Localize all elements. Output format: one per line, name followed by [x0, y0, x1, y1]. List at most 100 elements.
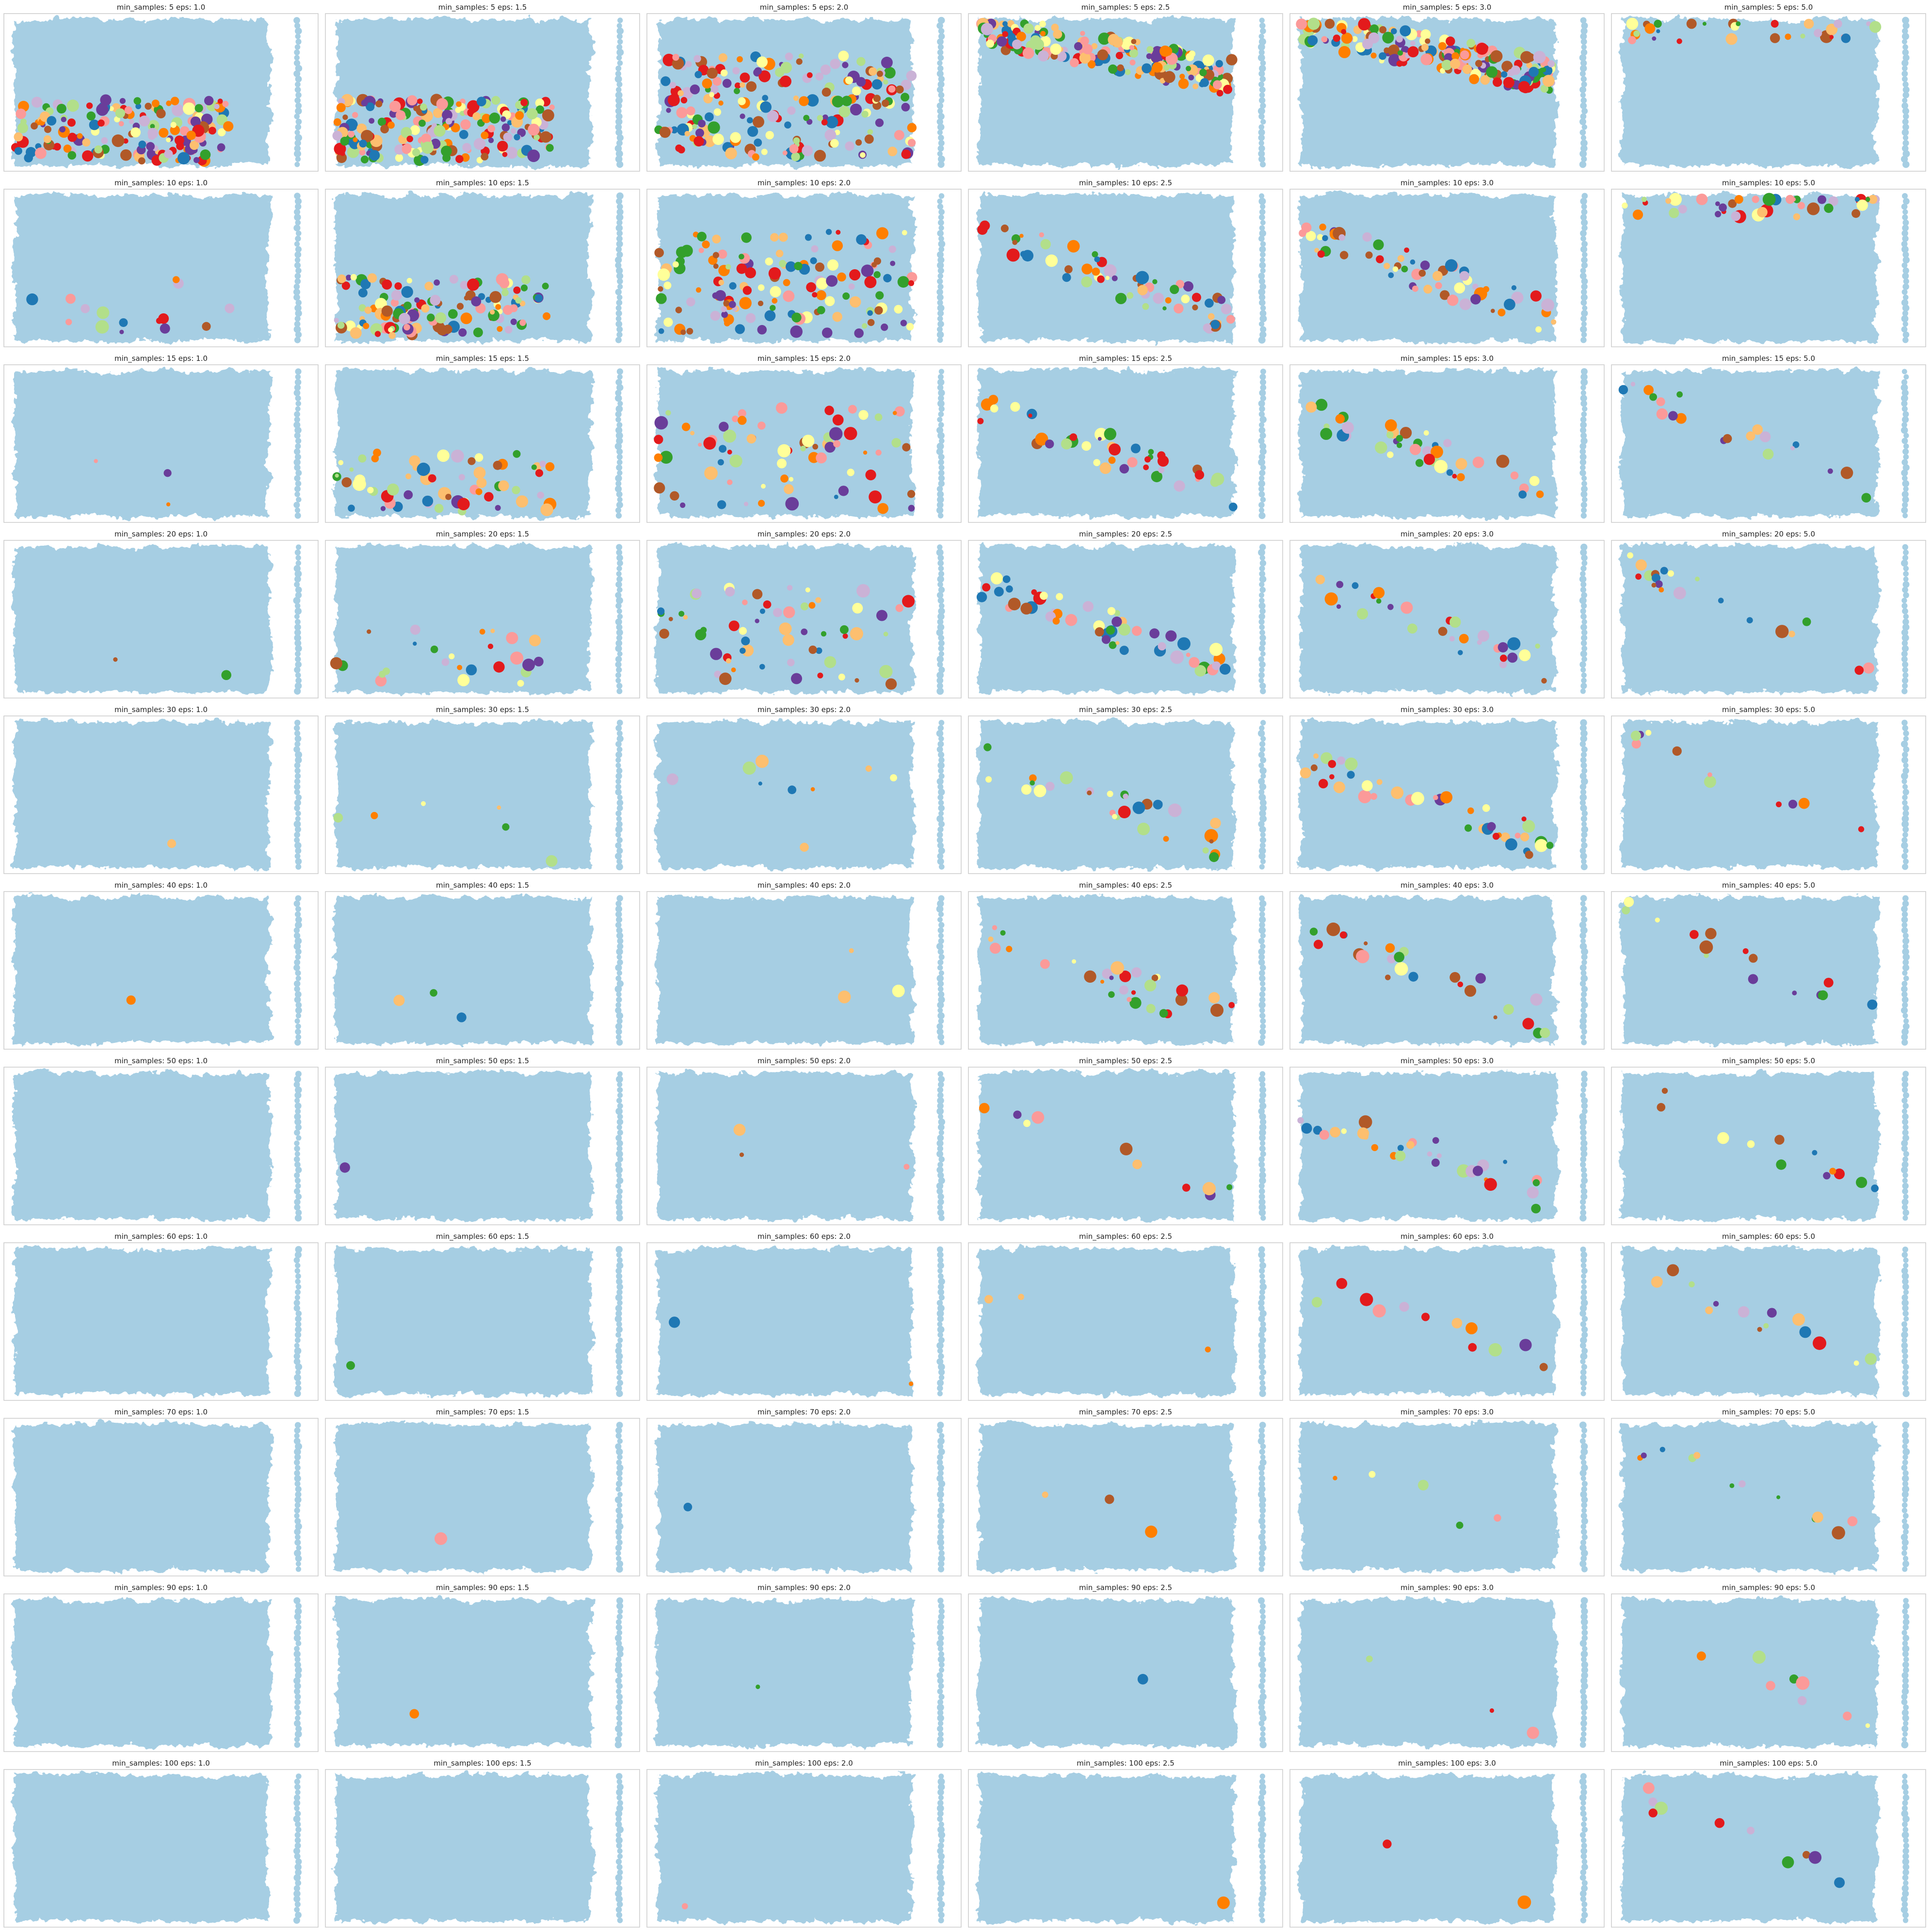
noise-point	[938, 480, 945, 487]
noise-point	[295, 299, 302, 306]
noise-point	[1901, 1672, 1909, 1679]
noise-point	[1580, 1007, 1586, 1013]
noise-point	[937, 283, 944, 290]
cluster-point	[339, 1162, 350, 1173]
noise-point	[1580, 1805, 1586, 1811]
noise-point	[1258, 197, 1266, 205]
noise-point	[615, 810, 622, 817]
noise-point	[616, 1075, 623, 1083]
cluster-point	[1387, 451, 1394, 458]
subplot-title: min_samples: 5 eps: 3.0	[1403, 3, 1492, 12]
noise-point	[1580, 1034, 1586, 1040]
noise-point	[938, 645, 944, 652]
noise-point	[1901, 986, 1908, 992]
noise-point	[1258, 916, 1266, 924]
cluster-point	[707, 67, 718, 79]
cluster-point	[1452, 473, 1457, 479]
cluster-point	[1192, 83, 1199, 90]
noise-point	[294, 241, 300, 247]
cluster-point	[1328, 760, 1336, 768]
noise-point	[1580, 422, 1587, 428]
noise-point	[1580, 1491, 1587, 1498]
subplot-title: min_samples: 70 eps: 1.5	[436, 1408, 529, 1417]
noise-point	[615, 1166, 623, 1174]
noise-point	[1579, 1890, 1587, 1897]
noise-point	[1258, 1566, 1265, 1572]
cluster-point	[1040, 591, 1048, 600]
cluster-point	[1052, 617, 1060, 625]
noise-point	[615, 1518, 622, 1525]
cluster-point	[1101, 635, 1111, 644]
noise-point	[617, 1699, 623, 1705]
cluster-point	[1194, 470, 1205, 480]
noise-point	[295, 895, 302, 902]
cluster-point	[703, 437, 716, 450]
noise-point	[1259, 416, 1267, 423]
cluster-point	[780, 62, 792, 74]
noise-point	[938, 389, 945, 397]
cluster-point	[1423, 454, 1435, 465]
cluster-point	[902, 443, 911, 452]
cluster-point	[1006, 945, 1013, 953]
cluster-point	[732, 415, 739, 422]
cluster-point	[1526, 62, 1532, 68]
subplot-title: min_samples: 30 eps: 3.0	[1401, 705, 1494, 714]
noise-point	[1259, 991, 1266, 998]
noise-point	[1580, 682, 1587, 689]
noise-point	[1580, 268, 1586, 274]
cluster-point	[730, 132, 741, 143]
noise-point	[937, 1906, 944, 1913]
cluster-point	[1645, 730, 1652, 736]
noise-point	[1258, 602, 1266, 610]
cluster-point	[65, 319, 72, 325]
subplot: min_samples: 50 eps: 2.5	[968, 1056, 1283, 1225]
noise-point	[1900, 426, 1908, 434]
noise-point	[1259, 229, 1266, 237]
cluster-point	[725, 586, 735, 597]
cluster-point	[1040, 31, 1046, 36]
noise-point	[938, 240, 946, 248]
noise-point	[1258, 1826, 1265, 1833]
noise-point	[1258, 475, 1265, 481]
cluster-point	[811, 245, 819, 253]
subplot: min_samples: 15 eps: 5.0	[1611, 354, 1926, 523]
noise-point	[294, 315, 301, 322]
noise-point	[938, 1545, 944, 1551]
cluster-point	[764, 310, 776, 322]
noise-point	[615, 485, 622, 493]
noise-point	[294, 1331, 302, 1338]
subplot: min_samples: 10 eps: 5.0	[1611, 179, 1926, 347]
cluster-point	[671, 126, 678, 134]
cluster-point	[856, 584, 870, 598]
noise-point	[615, 432, 623, 439]
noise-point	[1902, 1821, 1908, 1827]
noise-point	[1258, 1315, 1265, 1323]
noise-point	[1259, 310, 1267, 317]
noise-point	[1902, 1448, 1910, 1456]
noise-point	[1580, 778, 1588, 785]
noise-point	[936, 1672, 943, 1679]
noise-point	[1901, 1299, 1909, 1307]
noise-point	[938, 1831, 946, 1839]
noise-point	[1260, 119, 1266, 125]
cluster-point	[1420, 260, 1430, 270]
cluster-point	[791, 312, 802, 323]
noise-point	[1259, 92, 1265, 98]
cluster-point	[1476, 43, 1488, 55]
noise-point	[1580, 1336, 1587, 1344]
cluster-point	[120, 149, 132, 161]
noise-point	[293, 1634, 301, 1642]
cluster-point	[876, 227, 888, 240]
noise-point	[937, 1842, 944, 1849]
cluster-point	[1752, 424, 1763, 435]
noise-point	[1259, 1773, 1265, 1779]
cluster-point	[26, 293, 38, 306]
noise-point	[937, 54, 944, 61]
noise-point	[294, 991, 302, 998]
cluster-point	[1770, 33, 1780, 43]
cluster-point	[1432, 1137, 1439, 1144]
cluster-point	[533, 656, 544, 666]
noise-point	[1258, 1097, 1266, 1104]
noise-point	[1579, 575, 1587, 583]
noise-point	[1901, 1709, 1909, 1717]
